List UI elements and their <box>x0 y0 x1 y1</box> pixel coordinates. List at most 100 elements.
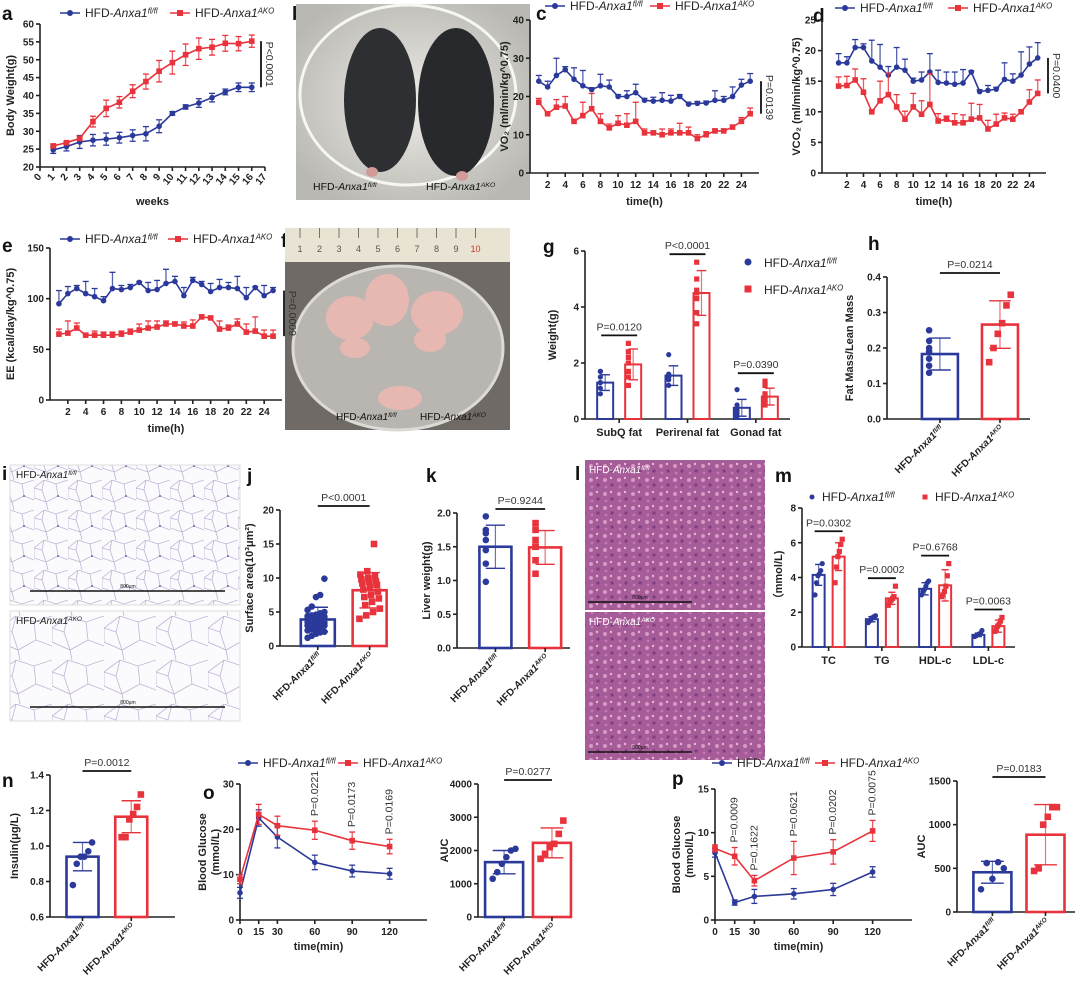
circle-marker <box>91 293 98 300</box>
circle-marker <box>65 290 71 297</box>
square-marker <box>156 68 162 74</box>
genotype-superscript: fl/fl <box>923 1 933 10</box>
square-marker <box>386 843 393 850</box>
category-label: SubQ fat <box>596 427 642 439</box>
square-marker <box>625 354 631 360</box>
series-ko <box>351 540 388 648</box>
y-tick-label: 5 <box>810 138 816 149</box>
circle-marker <box>196 100 202 106</box>
panel-letter-m: m <box>775 466 792 487</box>
circle-marker <box>498 860 506 868</box>
square-marker <box>361 601 369 609</box>
square-marker <box>844 82 850 89</box>
x-tick-label: 2 <box>545 180 551 191</box>
series-line <box>714 852 873 904</box>
x-tick-label: 18 <box>974 180 986 191</box>
circle-marker <box>84 848 92 855</box>
p-value: P=0.0063 <box>966 595 1011 607</box>
circle-marker <box>943 80 950 86</box>
circle-marker <box>925 355 933 362</box>
square-marker <box>373 581 381 589</box>
circle-marker <box>666 371 672 377</box>
square-marker <box>560 817 567 824</box>
circle-marker <box>1026 61 1033 67</box>
circle-marker <box>720 97 727 104</box>
gene-name: Anxa1 <box>612 617 641 628</box>
square-marker <box>358 576 365 583</box>
category-label: HDL-c <box>919 655 951 667</box>
square-marker <box>1003 302 1010 309</box>
chart-g: 0 2 4 6 Weight(g) SubQ fat Perirenal fat Gonad … <box>547 240 843 439</box>
square-marker <box>255 811 262 818</box>
circle-marker <box>918 77 925 83</box>
x-tick-label: 0 <box>32 172 44 184</box>
ruler-label: 8 <box>434 244 439 254</box>
square-marker <box>100 332 107 338</box>
y-tick-label: 2000 <box>450 846 473 857</box>
photo-label-ctrl: HFD-Anxa1fl/fl <box>336 412 397 423</box>
square-marker <box>943 116 950 122</box>
square-marker <box>762 382 768 388</box>
circle-marker <box>597 391 603 397</box>
x-tick-label: 120 <box>381 927 398 938</box>
square-marker <box>237 876 243 882</box>
genotype-superscript: fl/fl <box>984 916 996 928</box>
x-tick-label: 14 <box>648 180 660 191</box>
ruler-label: 4 <box>356 244 361 254</box>
square-marker <box>1053 803 1061 811</box>
circle-marker <box>103 136 109 142</box>
square-marker <box>676 130 683 136</box>
genotype-superscript: fl/fl <box>885 490 895 499</box>
x-tick-label: 4 <box>85 172 97 184</box>
x-tick-label: 14 <box>941 180 953 191</box>
square-marker <box>163 321 169 327</box>
square-marker <box>868 109 875 115</box>
genotype-prefix: HFD- <box>193 232 222 246</box>
square-marker <box>927 101 933 108</box>
y-axis-label: Body Weight(g) <box>5 55 17 136</box>
panel-letter-d: d <box>813 6 825 27</box>
gene-name: Anxa1 <box>888 1 923 15</box>
square-marker <box>532 556 539 564</box>
square-marker <box>918 111 925 118</box>
p-value: P=0.0202 <box>827 789 839 834</box>
x-tick-label: 2 <box>844 180 850 191</box>
square-marker <box>274 822 281 829</box>
x-tick-label-ko: HFD-Anxa1AKO <box>502 921 558 977</box>
p-value: P=0.0009 <box>729 797 741 842</box>
y-tick-label: 50 <box>33 345 45 356</box>
panel-letter-j: j <box>246 466 252 487</box>
square-marker <box>222 40 229 47</box>
circle-marker <box>118 286 125 293</box>
square-marker <box>571 118 577 125</box>
circle-marker <box>860 44 867 51</box>
series-line <box>239 813 390 880</box>
genotype-prefix: HFD- <box>570 0 599 13</box>
x-tick-label: 22 <box>1007 180 1019 191</box>
x-tick-label: 90 <box>347 927 359 938</box>
y-axis-label: (mmol/L) <box>210 828 222 875</box>
y-tick-label: 55 <box>23 37 35 48</box>
y-tick-label: 45 <box>23 73 35 84</box>
square-marker <box>625 374 631 380</box>
panel-letter-a: a <box>2 4 13 25</box>
y-tick-label: 20 <box>23 163 35 174</box>
circle-marker <box>812 592 818 598</box>
square-marker <box>985 358 993 366</box>
circle-marker <box>67 236 73 242</box>
ruler-label: 9 <box>453 244 458 254</box>
x-tick-label: 6 <box>101 407 107 418</box>
histology-image <box>9 464 241 606</box>
genotype-superscript: fl/fl <box>309 650 321 662</box>
x-tick-label: 9 <box>151 172 163 184</box>
square-marker <box>145 325 151 331</box>
circle-marker <box>729 93 736 100</box>
genotype-superscript: fl/fl <box>496 921 508 933</box>
genotype-prefix: HFD- <box>16 616 40 627</box>
genotype-superscript: fl/fl <box>827 256 837 265</box>
square-marker <box>196 45 202 52</box>
gene-name: Anxa1 <box>792 283 827 297</box>
y-axis-label: (mmol/L) <box>684 831 696 878</box>
panel-letter-l: l <box>575 464 580 485</box>
y-tick-label: 0.5 <box>437 610 451 621</box>
